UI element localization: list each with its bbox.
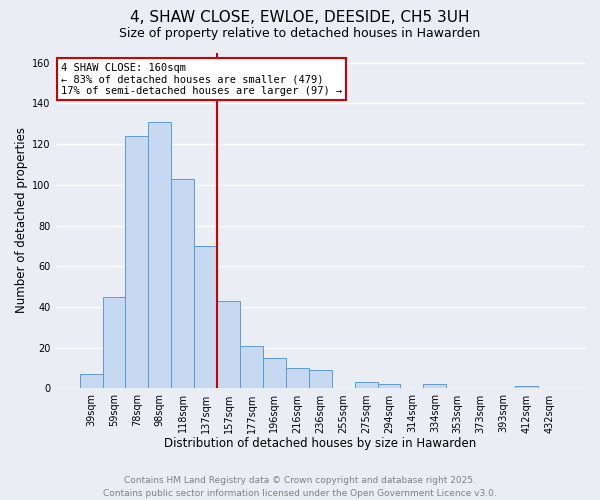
Bar — [263, 358, 286, 388]
Bar — [355, 382, 377, 388]
Bar — [80, 374, 103, 388]
Bar — [240, 346, 263, 389]
Bar — [309, 370, 332, 388]
Bar — [377, 384, 400, 388]
Bar — [194, 246, 217, 388]
Y-axis label: Number of detached properties: Number of detached properties — [15, 128, 28, 314]
X-axis label: Distribution of detached houses by size in Hawarden: Distribution of detached houses by size … — [164, 437, 476, 450]
Bar — [103, 297, 125, 388]
Text: Size of property relative to detached houses in Hawarden: Size of property relative to detached ho… — [119, 28, 481, 40]
Bar — [286, 368, 309, 388]
Bar — [217, 301, 240, 388]
Text: Contains HM Land Registry data © Crown copyright and database right 2025.
Contai: Contains HM Land Registry data © Crown c… — [103, 476, 497, 498]
Bar — [171, 178, 194, 388]
Bar — [125, 136, 148, 388]
Bar — [148, 122, 171, 388]
Text: 4 SHAW CLOSE: 160sqm
← 83% of detached houses are smaller (479)
17% of semi-deta: 4 SHAW CLOSE: 160sqm ← 83% of detached h… — [61, 62, 342, 96]
Text: 4, SHAW CLOSE, EWLOE, DEESIDE, CH5 3UH: 4, SHAW CLOSE, EWLOE, DEESIDE, CH5 3UH — [130, 10, 470, 25]
Bar — [515, 386, 538, 388]
Bar — [424, 384, 446, 388]
